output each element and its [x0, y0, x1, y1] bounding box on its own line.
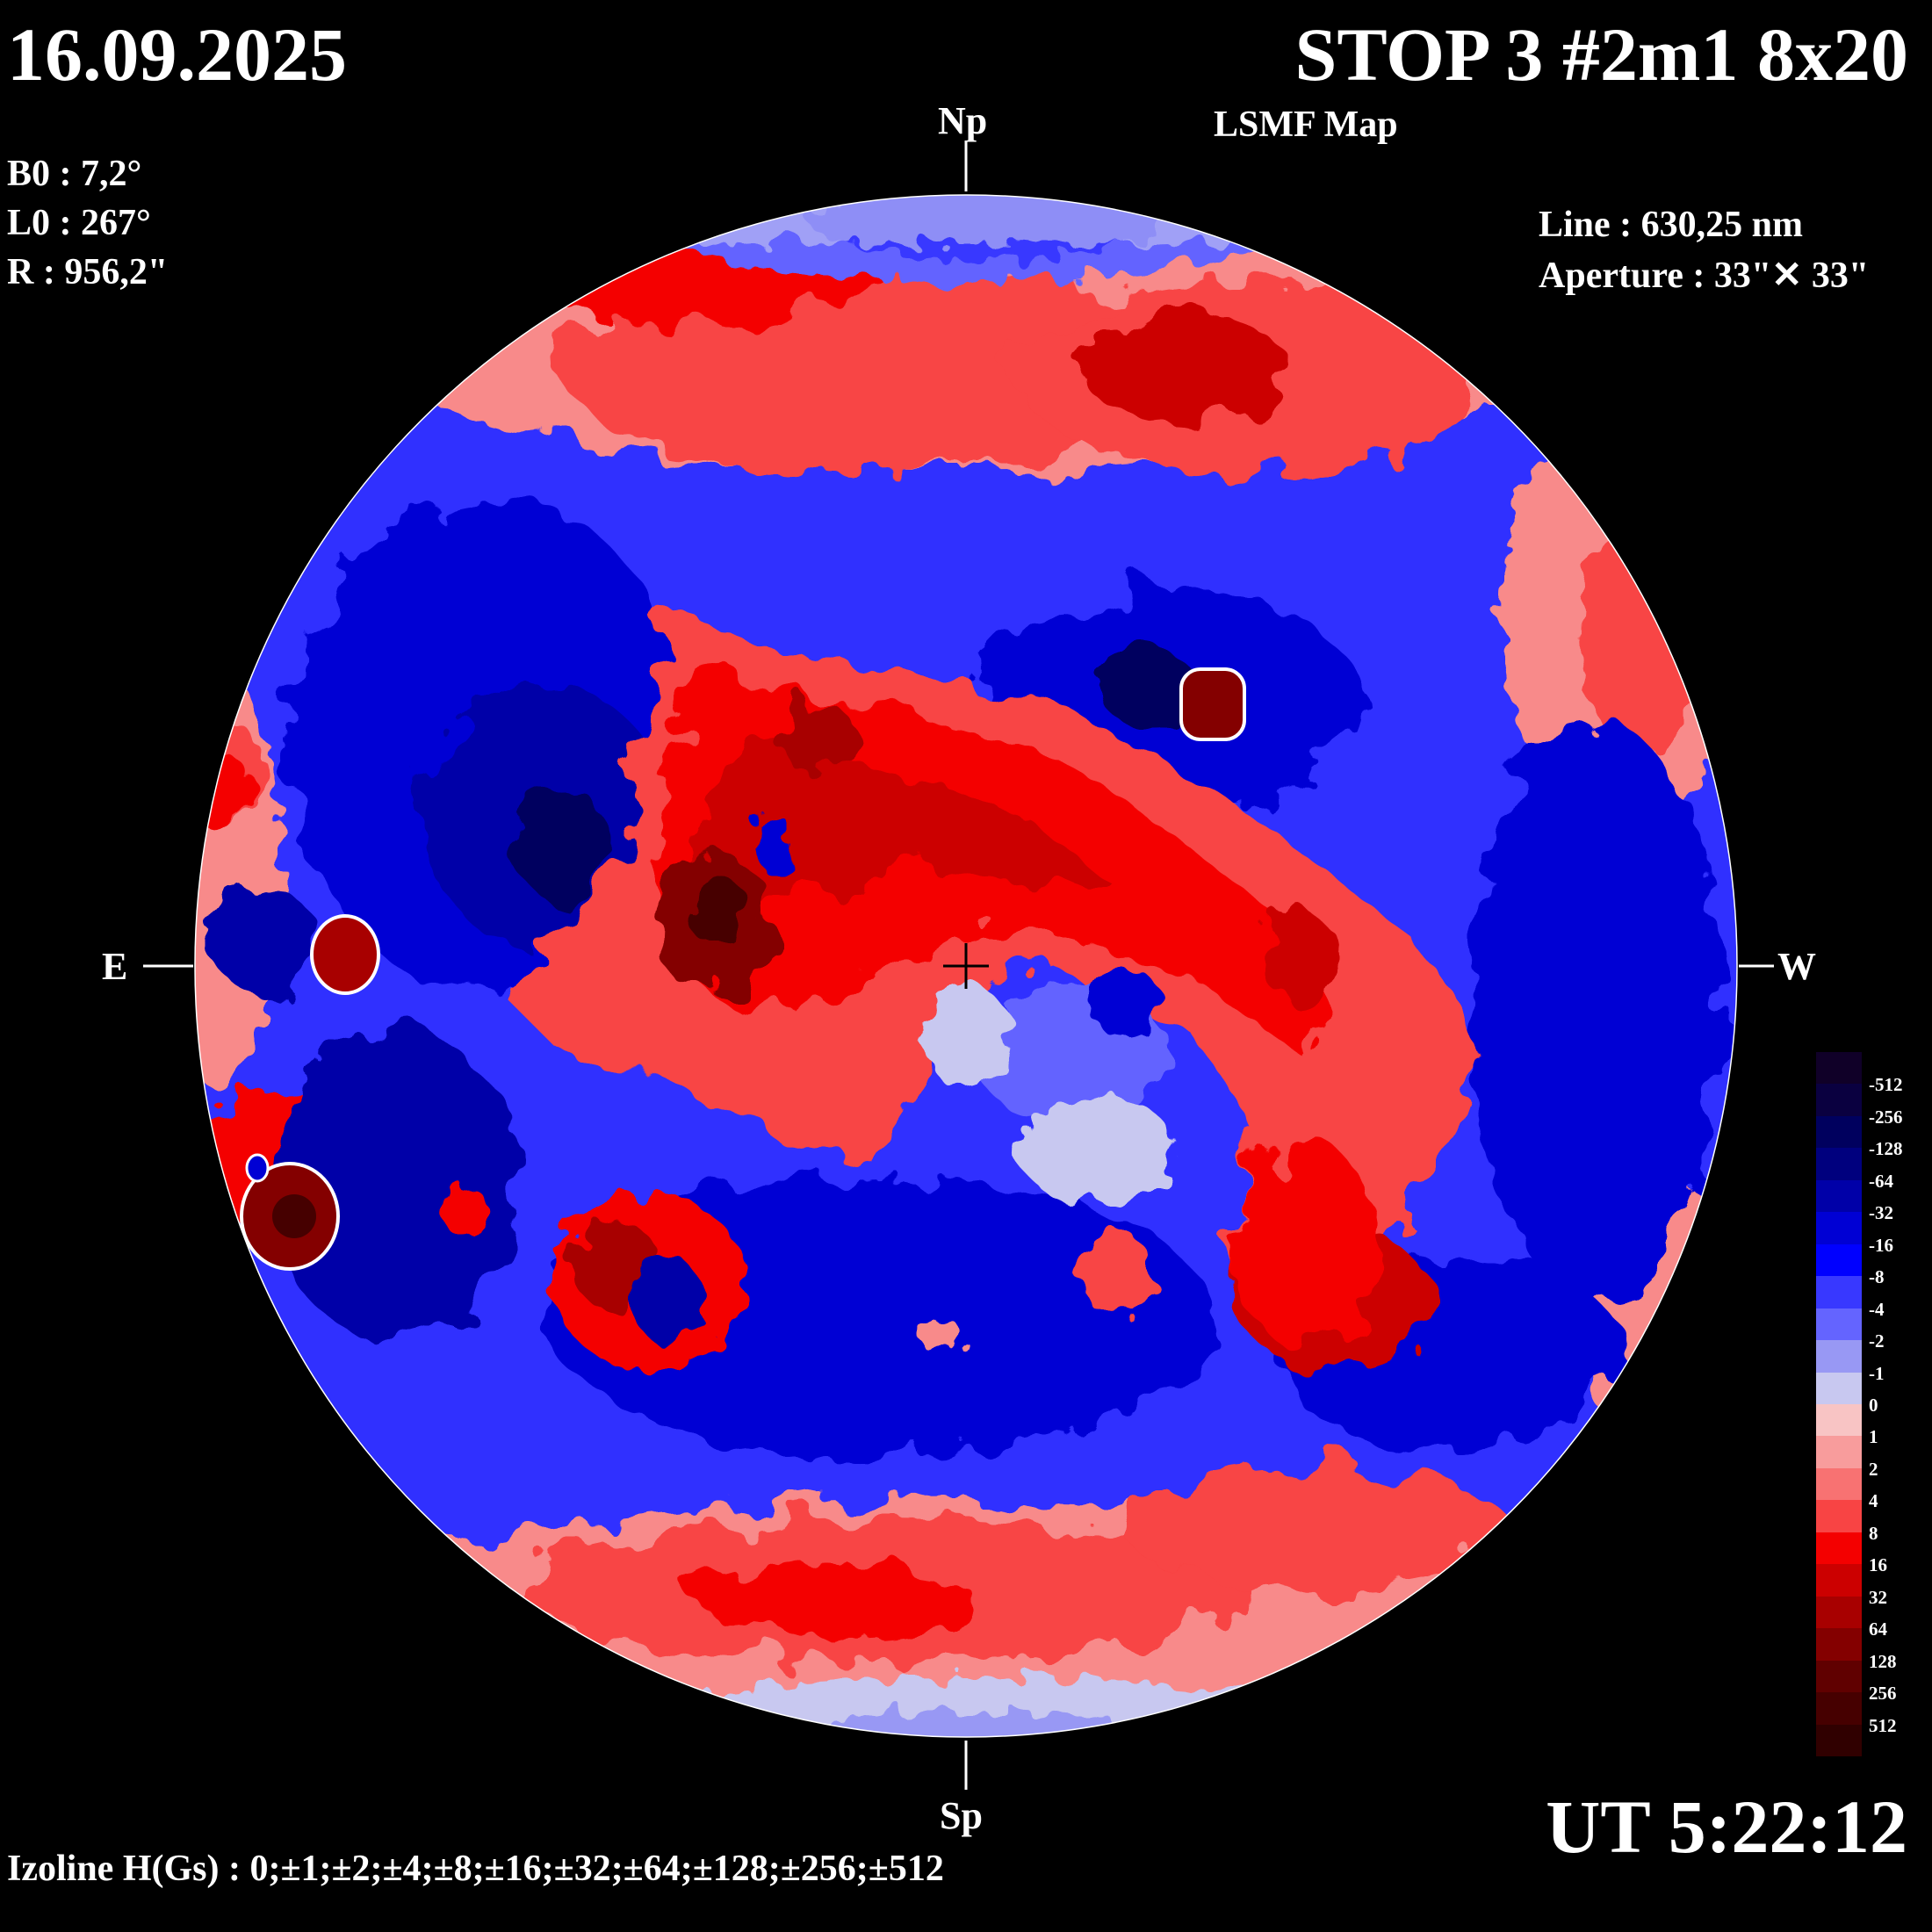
colorbar-swatch	[1816, 1660, 1862, 1693]
colorbar-swatch	[1816, 1564, 1862, 1597]
east-label: E	[102, 945, 128, 988]
solar-disk	[195, 195, 1737, 1737]
colorbar-tick-label: 256	[1869, 1683, 1897, 1705]
map-title: STOP 3 #2m1 8x20	[1294, 12, 1908, 97]
l0-value: L0 : 267°	[7, 203, 151, 243]
colorbar-tick-label: 32	[1869, 1586, 1887, 1608]
central-positive-region	[509, 615, 1484, 1370]
aperture-value: Aperture : 33"✕ 33"	[1539, 256, 1870, 296]
observation-date: 16.09.2025	[7, 12, 347, 97]
colorbar-tick-label: 2	[1869, 1458, 1878, 1480]
colorbar-tick-label: 4	[1869, 1490, 1878, 1512]
colorbar-swatch	[1816, 1212, 1862, 1244]
b0-value: B0 : 7,2°	[7, 154, 142, 194]
colorbar-tick-label: 512	[1869, 1714, 1897, 1736]
colorbar-swatch	[1816, 1084, 1862, 1116]
colorbar-swatch	[1816, 1628, 1862, 1661]
colorbar-tick-label: 128	[1869, 1650, 1897, 1672]
center-crosshair	[943, 943, 989, 989]
colorbar-swatch	[1816, 1308, 1862, 1341]
colorbar-swatch	[1816, 1724, 1862, 1756]
colorbar-tick-label: 0	[1869, 1395, 1878, 1416]
colorbar-swatch	[1816, 1403, 1862, 1437]
colorbar-tick-label: -32	[1869, 1202, 1893, 1224]
colorbar-tick-label: -128	[1869, 1138, 1903, 1160]
west-label: W	[1777, 945, 1816, 988]
colorbar-tick-label: 64	[1869, 1618, 1887, 1640]
colorbar-swatch	[1816, 1148, 1862, 1180]
southeast-positive-patch	[443, 1186, 1150, 1370]
colorbar-tick-label: -256	[1869, 1106, 1903, 1128]
colorbar-swatch	[1816, 1467, 1862, 1501]
axis-ticks	[143, 141, 1774, 1790]
colorbar-swatch	[1816, 1532, 1862, 1565]
colorbar-swatch	[1816, 1372, 1862, 1404]
mixed-pockets	[753, 812, 1177, 1203]
colorbar-swatch	[1816, 1596, 1862, 1629]
colorbar-tick-label: -2	[1869, 1330, 1885, 1352]
colorbar-tick-label: -16	[1869, 1234, 1893, 1256]
northwest-spot	[1179, 667, 1246, 741]
north-pole-label: Np	[938, 99, 988, 142]
colorbar-swatch	[1816, 1115, 1862, 1149]
colorbar-tick-label: -512	[1869, 1074, 1903, 1096]
south-pole-label: Sp	[940, 1794, 983, 1837]
colorbar-swatch	[1816, 1500, 1862, 1532]
map-subtitle: LSMF Map	[1214, 105, 1398, 145]
disk-limb	[194, 194, 1738, 1738]
colorbar-swatch	[1816, 1276, 1862, 1308]
field-colorbar	[1816, 1052, 1862, 1756]
colorbar-swatch	[1816, 1179, 1862, 1213]
radius-value: R : 956,2"	[7, 252, 169, 292]
spectral-line: Line : 630,25 nm	[1539, 205, 1804, 245]
colorbar-tick-label: -8	[1869, 1266, 1885, 1288]
colorbar-swatch	[1816, 1052, 1862, 1085]
colorbar-swatch	[1816, 1692, 1862, 1725]
east-spots	[240, 914, 380, 1271]
colorbar-swatch	[1816, 1340, 1862, 1373]
colorbar-tick-label: 16	[1869, 1554, 1887, 1576]
colorbar-tick-label: -1	[1869, 1362, 1885, 1384]
colorbar-tick-label: 1	[1869, 1426, 1878, 1448]
colorbar-swatch	[1816, 1436, 1862, 1468]
colorbar-tick-label: -64	[1869, 1170, 1893, 1192]
ut-time: UT 5:22:12	[1546, 1784, 1907, 1869]
colorbar-tick-label: -4	[1869, 1298, 1885, 1320]
colorbar-swatch	[1816, 1244, 1862, 1277]
isoline-levels: Izoline H(Gs) : 0;±1;±2;±4;±8;±16;±32;±6…	[7, 1849, 944, 1889]
colorbar-tick-label: 8	[1869, 1522, 1878, 1544]
